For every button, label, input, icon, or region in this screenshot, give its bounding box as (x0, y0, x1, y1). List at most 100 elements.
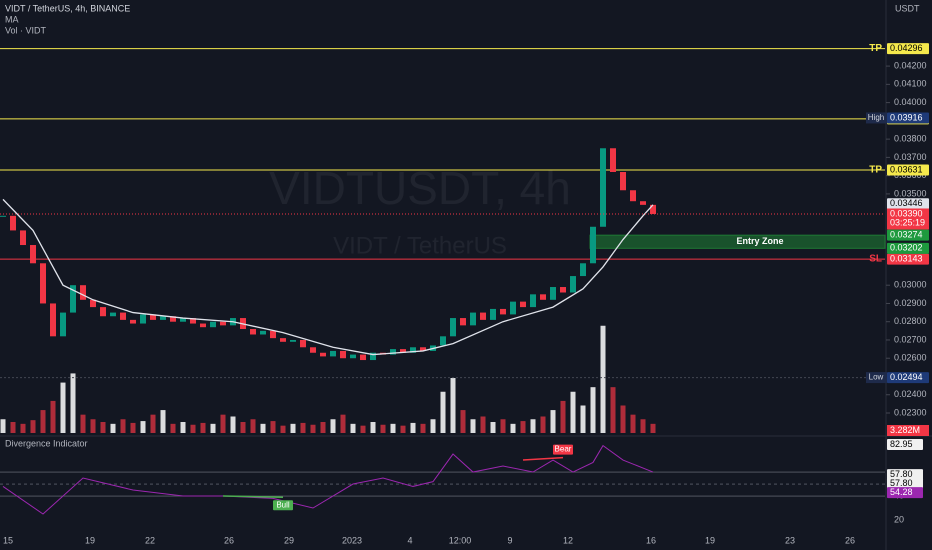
volume-bar (350, 423, 356, 433)
volume-bar (310, 424, 316, 433)
y-tick-label: 0.03700 (894, 152, 927, 162)
candle-body (640, 201, 646, 205)
volume-bar (190, 424, 196, 433)
ma-tag-bg (887, 198, 929, 210)
volume-bar (440, 391, 446, 433)
indicator-tag-bg (887, 487, 923, 499)
x-tick-label: 22 (145, 535, 155, 545)
candle-body (170, 316, 176, 322)
candle-body (260, 330, 266, 335)
level-label: SL (869, 254, 882, 265)
volume-bar (620, 405, 626, 433)
candle-body (300, 339, 306, 348)
volume-bar (250, 419, 256, 433)
x-tick-label: 26 (224, 535, 234, 545)
candle-body (610, 148, 616, 172)
volume-bar (460, 410, 466, 433)
x-tick-label: 19 (705, 535, 715, 545)
candle-body (440, 336, 446, 346)
volume-bar (480, 416, 486, 433)
bull-line (222, 495, 284, 498)
candle-body (340, 350, 346, 359)
entry-zone-label: Entry Zone (736, 236, 783, 246)
indicator-tag-bg (887, 469, 923, 481)
candle-body (10, 215, 16, 231)
vol-legend: Vol · VIDT (5, 25, 47, 35)
x-tick-label: 12:00 (449, 535, 472, 545)
candle-body (630, 190, 636, 202)
volume-bar (70, 373, 76, 433)
candle-body (590, 226, 596, 264)
volume-bar (530, 419, 536, 433)
volume-bar (470, 419, 476, 433)
symbol: VIDT / TetherUS, 4h, BINANCE (5, 3, 130, 13)
volume-bar (270, 421, 276, 433)
candle-body (20, 230, 26, 246)
volume-bar (90, 419, 96, 433)
candle-body (400, 349, 406, 353)
candle-body (110, 312, 116, 317)
volume-bar (540, 416, 546, 433)
currency: USDT (895, 3, 920, 13)
x-tick-label: 23 (785, 535, 795, 545)
volume-bar (230, 416, 236, 433)
candle-body (200, 323, 206, 328)
candle-body (250, 329, 256, 335)
x-tick-label: 15 (3, 535, 13, 545)
candle-body (130, 319, 136, 324)
volume-bar (590, 387, 596, 433)
candle-body (30, 245, 36, 264)
level-tag-bg (887, 164, 929, 176)
volume-bar (30, 420, 36, 433)
volume-bar (80, 414, 86, 433)
volume-bar (0, 419, 6, 433)
y-tick-label: 0.02800 (894, 316, 927, 326)
countdown: 03:25:19 (890, 217, 925, 227)
volume-bar (140, 421, 146, 433)
volume-bar (160, 410, 166, 433)
volume-bar (630, 414, 636, 433)
indicator-tick-label: 20 (894, 514, 904, 524)
volume-bar (220, 414, 226, 433)
volume-bar (400, 425, 406, 433)
volume-bar (360, 425, 366, 433)
indicator-tag-bg (887, 478, 923, 490)
low-label: Low (869, 373, 884, 382)
level-tag: 0.03631 (890, 164, 923, 174)
volume-bar (410, 422, 416, 433)
level-tag-bg (887, 43, 929, 55)
y-tick-label: 0.04000 (894, 97, 927, 107)
high-tag-bg (887, 112, 929, 124)
volume-bar (240, 422, 246, 433)
volume-bar (150, 414, 156, 433)
y-tick-label: 0.03800 (894, 134, 927, 144)
candle-body (160, 316, 166, 320)
x-tick-label: 4 (407, 535, 412, 545)
entry-bottom-tag: 0.03202 (890, 243, 923, 253)
candle-body (140, 314, 146, 324)
volume-bar (320, 422, 326, 433)
volume-bar (370, 422, 376, 433)
candle-body (420, 347, 426, 351)
volume-bar (500, 419, 506, 433)
volume-bar (570, 391, 576, 433)
high-tag: 0.03916 (890, 112, 923, 122)
candle-body (90, 299, 96, 308)
volume-bar (510, 423, 516, 433)
x-tick-label: 9 (507, 535, 512, 545)
y-tick-label: 0.04100 (894, 79, 927, 89)
volume-bar (180, 422, 186, 433)
candle-body (350, 354, 356, 359)
candle-body (540, 294, 546, 300)
level-label: TP (869, 43, 882, 54)
candle-body (530, 294, 536, 308)
volume-bar (600, 325, 606, 433)
volume-bar (20, 423, 26, 433)
x-tick-label: 12 (563, 535, 573, 545)
candle-body (460, 318, 466, 326)
bear-label-bg (553, 444, 573, 455)
candle-body (370, 352, 376, 361)
volume-bar (50, 400, 56, 433)
